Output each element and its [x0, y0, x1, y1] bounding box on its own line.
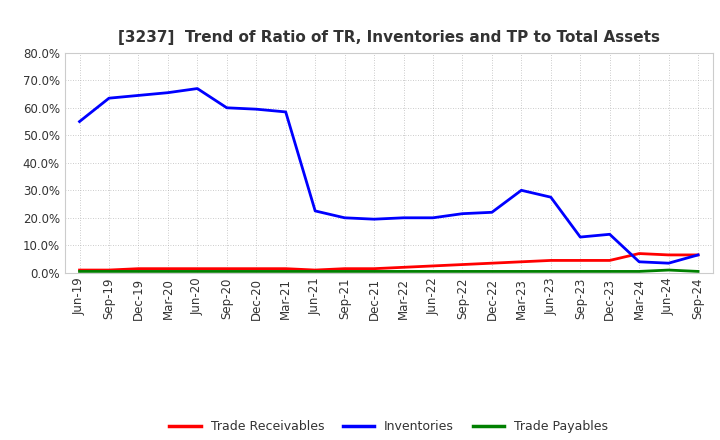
Trade Payables — [665, 268, 673, 273]
Trade Receivables — [606, 258, 614, 263]
Trade Receivables — [104, 268, 113, 273]
Trade Receivables — [428, 263, 437, 268]
Inventories — [311, 208, 320, 213]
Inventories — [487, 209, 496, 215]
Trade Payables — [399, 269, 408, 274]
Inventories — [665, 260, 673, 266]
Trade Receivables — [311, 268, 320, 273]
Trade Receivables — [665, 252, 673, 257]
Line: Trade Payables: Trade Payables — [79, 270, 698, 271]
Trade Receivables — [487, 260, 496, 266]
Line: Trade Receivables: Trade Receivables — [79, 253, 698, 270]
Inventories — [458, 211, 467, 216]
Trade Payables — [428, 269, 437, 274]
Inventories — [517, 187, 526, 193]
Trade Payables — [163, 269, 172, 274]
Trade Payables — [222, 269, 231, 274]
Trade Receivables — [370, 266, 379, 271]
Inventories — [282, 109, 290, 114]
Trade Receivables — [517, 259, 526, 264]
Trade Receivables — [75, 268, 84, 273]
Trade Payables — [104, 269, 113, 274]
Trade Payables — [635, 269, 644, 274]
Trade Receivables — [576, 258, 585, 263]
Trade Receivables — [134, 266, 143, 271]
Trade Receivables — [458, 262, 467, 267]
Inventories — [694, 252, 703, 257]
Inventories — [370, 216, 379, 222]
Trade Receivables — [635, 251, 644, 256]
Inventories — [104, 95, 113, 101]
Inventories — [222, 105, 231, 110]
Trade Receivables — [282, 266, 290, 271]
Trade Payables — [134, 269, 143, 274]
Trade Payables — [341, 269, 349, 274]
Inventories — [635, 259, 644, 264]
Trade Payables — [546, 269, 555, 274]
Trade Payables — [576, 269, 585, 274]
Trade Payables — [311, 269, 320, 274]
Trade Payables — [694, 269, 703, 274]
Inventories — [428, 215, 437, 220]
Trade Payables — [75, 269, 84, 274]
Inventories — [341, 215, 349, 220]
Trade Payables — [458, 269, 467, 274]
Trade Payables — [370, 269, 379, 274]
Trade Payables — [193, 269, 202, 274]
Inventories — [399, 215, 408, 220]
Trade Payables — [282, 269, 290, 274]
Trade Receivables — [163, 266, 172, 271]
Trade Payables — [606, 269, 614, 274]
Trade Receivables — [193, 266, 202, 271]
Trade Receivables — [222, 266, 231, 271]
Inventories — [606, 231, 614, 237]
Inventories — [75, 119, 84, 124]
Trade Payables — [252, 269, 261, 274]
Inventories — [252, 106, 261, 112]
Trade Receivables — [399, 264, 408, 270]
Inventories — [546, 194, 555, 200]
Trade Receivables — [694, 252, 703, 257]
Trade Receivables — [341, 266, 349, 271]
Trade Receivables — [546, 258, 555, 263]
Title: [3237]  Trend of Ratio of TR, Inventories and TP to Total Assets: [3237] Trend of Ratio of TR, Inventories… — [118, 29, 660, 45]
Trade Payables — [517, 269, 526, 274]
Inventories — [163, 90, 172, 95]
Trade Payables — [487, 269, 496, 274]
Inventories — [134, 93, 143, 98]
Inventories — [576, 235, 585, 240]
Line: Inventories: Inventories — [79, 88, 698, 263]
Legend: Trade Receivables, Inventories, Trade Payables: Trade Receivables, Inventories, Trade Pa… — [164, 415, 613, 438]
Trade Receivables — [252, 266, 261, 271]
Inventories — [193, 86, 202, 91]
